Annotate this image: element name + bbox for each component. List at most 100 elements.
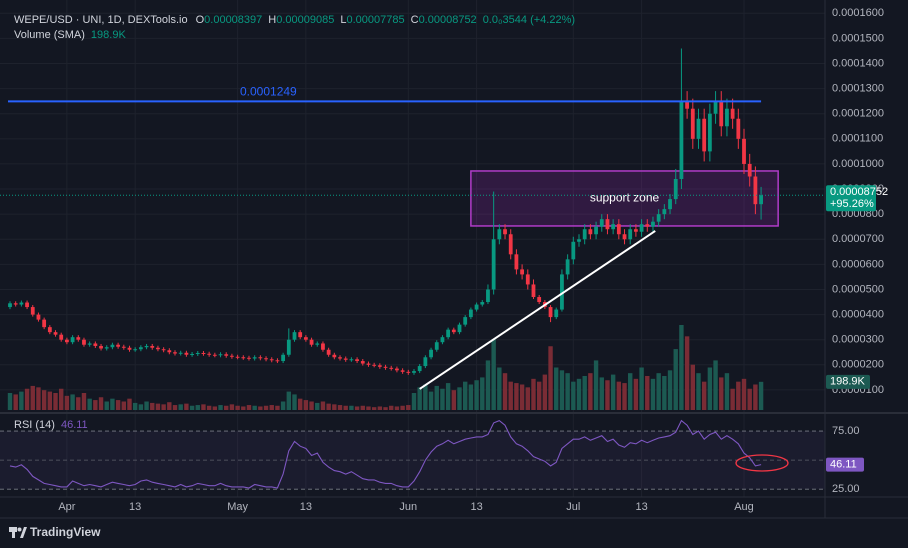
volume-bar bbox=[53, 393, 58, 410]
volume-bar bbox=[150, 402, 155, 410]
candle-body bbox=[645, 224, 650, 227]
candle-body bbox=[753, 176, 758, 205]
candle-body bbox=[42, 319, 47, 328]
candle-body bbox=[560, 274, 564, 310]
volume-bar bbox=[588, 373, 593, 410]
volume-bar bbox=[389, 405, 394, 410]
volume-bar bbox=[64, 395, 70, 410]
y-tick-label: 0.0001200 bbox=[832, 108, 884, 120]
volume-bar bbox=[337, 405, 343, 410]
candle-body bbox=[531, 284, 536, 298]
volume-bar bbox=[616, 381, 622, 410]
candle-body bbox=[133, 349, 138, 351]
volume-bar bbox=[241, 406, 246, 410]
candle-body bbox=[315, 343, 320, 345]
candle-body bbox=[47, 327, 52, 333]
candle-body bbox=[588, 229, 593, 235]
candle-body bbox=[491, 239, 496, 290]
candle-body bbox=[742, 138, 746, 164]
y-tick-label: 0.0000200 bbox=[832, 359, 884, 371]
volume-bar bbox=[463, 381, 468, 410]
rsi-highlight bbox=[735, 454, 789, 472]
candle-body bbox=[395, 368, 399, 371]
volume-bar bbox=[457, 387, 462, 410]
rsi-axis-label: 46.11 bbox=[830, 459, 857, 471]
candle-body bbox=[468, 309, 473, 318]
volume-bar bbox=[434, 385, 439, 410]
volume-bar bbox=[360, 405, 365, 410]
volume-bar bbox=[7, 393, 13, 410]
volume-bar bbox=[235, 405, 240, 410]
candle-body bbox=[662, 209, 667, 215]
candle-body bbox=[127, 347, 132, 350]
candle-body bbox=[525, 274, 530, 285]
candle-body bbox=[565, 259, 570, 275]
candle-body bbox=[343, 358, 348, 360]
candle-body bbox=[759, 195, 763, 205]
legend: WEPE/USD · UNI, 1D, DEXTools.io O0.000083… bbox=[14, 14, 575, 26]
candle-body bbox=[19, 302, 24, 305]
candle-body bbox=[93, 343, 98, 346]
volume-bar bbox=[275, 405, 280, 410]
volume-bar bbox=[87, 398, 92, 410]
support-zone bbox=[470, 170, 779, 227]
volume-bar bbox=[161, 404, 166, 410]
volume-axis-label: 198.9K bbox=[830, 376, 866, 388]
volume-bar bbox=[599, 377, 604, 410]
volume-bar bbox=[394, 406, 400, 410]
candle-body bbox=[725, 108, 729, 127]
candle-body bbox=[429, 349, 433, 358]
volume-legend: Volume (SMA) 198.9K bbox=[14, 29, 126, 41]
candle-body bbox=[355, 359, 359, 362]
candle-body bbox=[474, 304, 479, 310]
plot: 0.0001249 support zone bbox=[0, 48, 825, 489]
volume-bar bbox=[326, 403, 331, 410]
candle-body bbox=[150, 345, 155, 348]
volume-bar bbox=[189, 405, 195, 410]
grid bbox=[0, 0, 825, 497]
y-tick-label: 0.0000500 bbox=[832, 283, 884, 295]
candle-body bbox=[349, 359, 354, 361]
volume-bar bbox=[184, 403, 189, 410]
volume-title: Volume (SMA) bbox=[14, 29, 85, 41]
candle-body bbox=[747, 163, 752, 177]
volume-bar bbox=[519, 384, 525, 410]
volume-bar bbox=[13, 394, 18, 410]
volume-bar bbox=[24, 388, 30, 410]
volume-bar bbox=[110, 398, 115, 410]
change: 0.0₀3544 (+4.22%) bbox=[483, 14, 575, 26]
candle-body bbox=[372, 364, 377, 366]
volume-bar bbox=[650, 378, 656, 410]
candle-body bbox=[514, 254, 519, 270]
x-tick-label: Jul bbox=[566, 501, 580, 513]
candle-body bbox=[594, 226, 598, 235]
volume-bar bbox=[690, 364, 695, 410]
volume-bar bbox=[70, 394, 75, 410]
candle-body bbox=[554, 309, 559, 318]
volume-bar bbox=[696, 373, 701, 410]
volume-bar bbox=[445, 383, 451, 410]
x-tick-label: May bbox=[227, 501, 248, 513]
candle-body bbox=[497, 229, 502, 240]
volume-bar bbox=[252, 405, 257, 410]
ohlc-key: H bbox=[268, 14, 276, 26]
volume-bar bbox=[451, 390, 457, 410]
candle-body bbox=[548, 307, 553, 318]
volume-bar bbox=[269, 405, 274, 410]
volume-bar bbox=[701, 381, 707, 410]
volume-bar bbox=[525, 387, 530, 410]
candle-body bbox=[668, 199, 672, 210]
volume-bar bbox=[138, 404, 144, 410]
volume-bar bbox=[554, 367, 559, 410]
candle-body bbox=[25, 302, 29, 308]
volume-bar bbox=[582, 376, 587, 410]
candle-body bbox=[218, 354, 223, 356]
candle-body bbox=[673, 179, 678, 200]
candle-body bbox=[571, 241, 576, 260]
candle-body bbox=[730, 108, 735, 119]
candle-body bbox=[110, 344, 115, 348]
volume-bar bbox=[246, 405, 252, 410]
volume-bar bbox=[713, 360, 718, 410]
candle-body bbox=[707, 113, 712, 152]
volume-bar bbox=[531, 378, 536, 410]
